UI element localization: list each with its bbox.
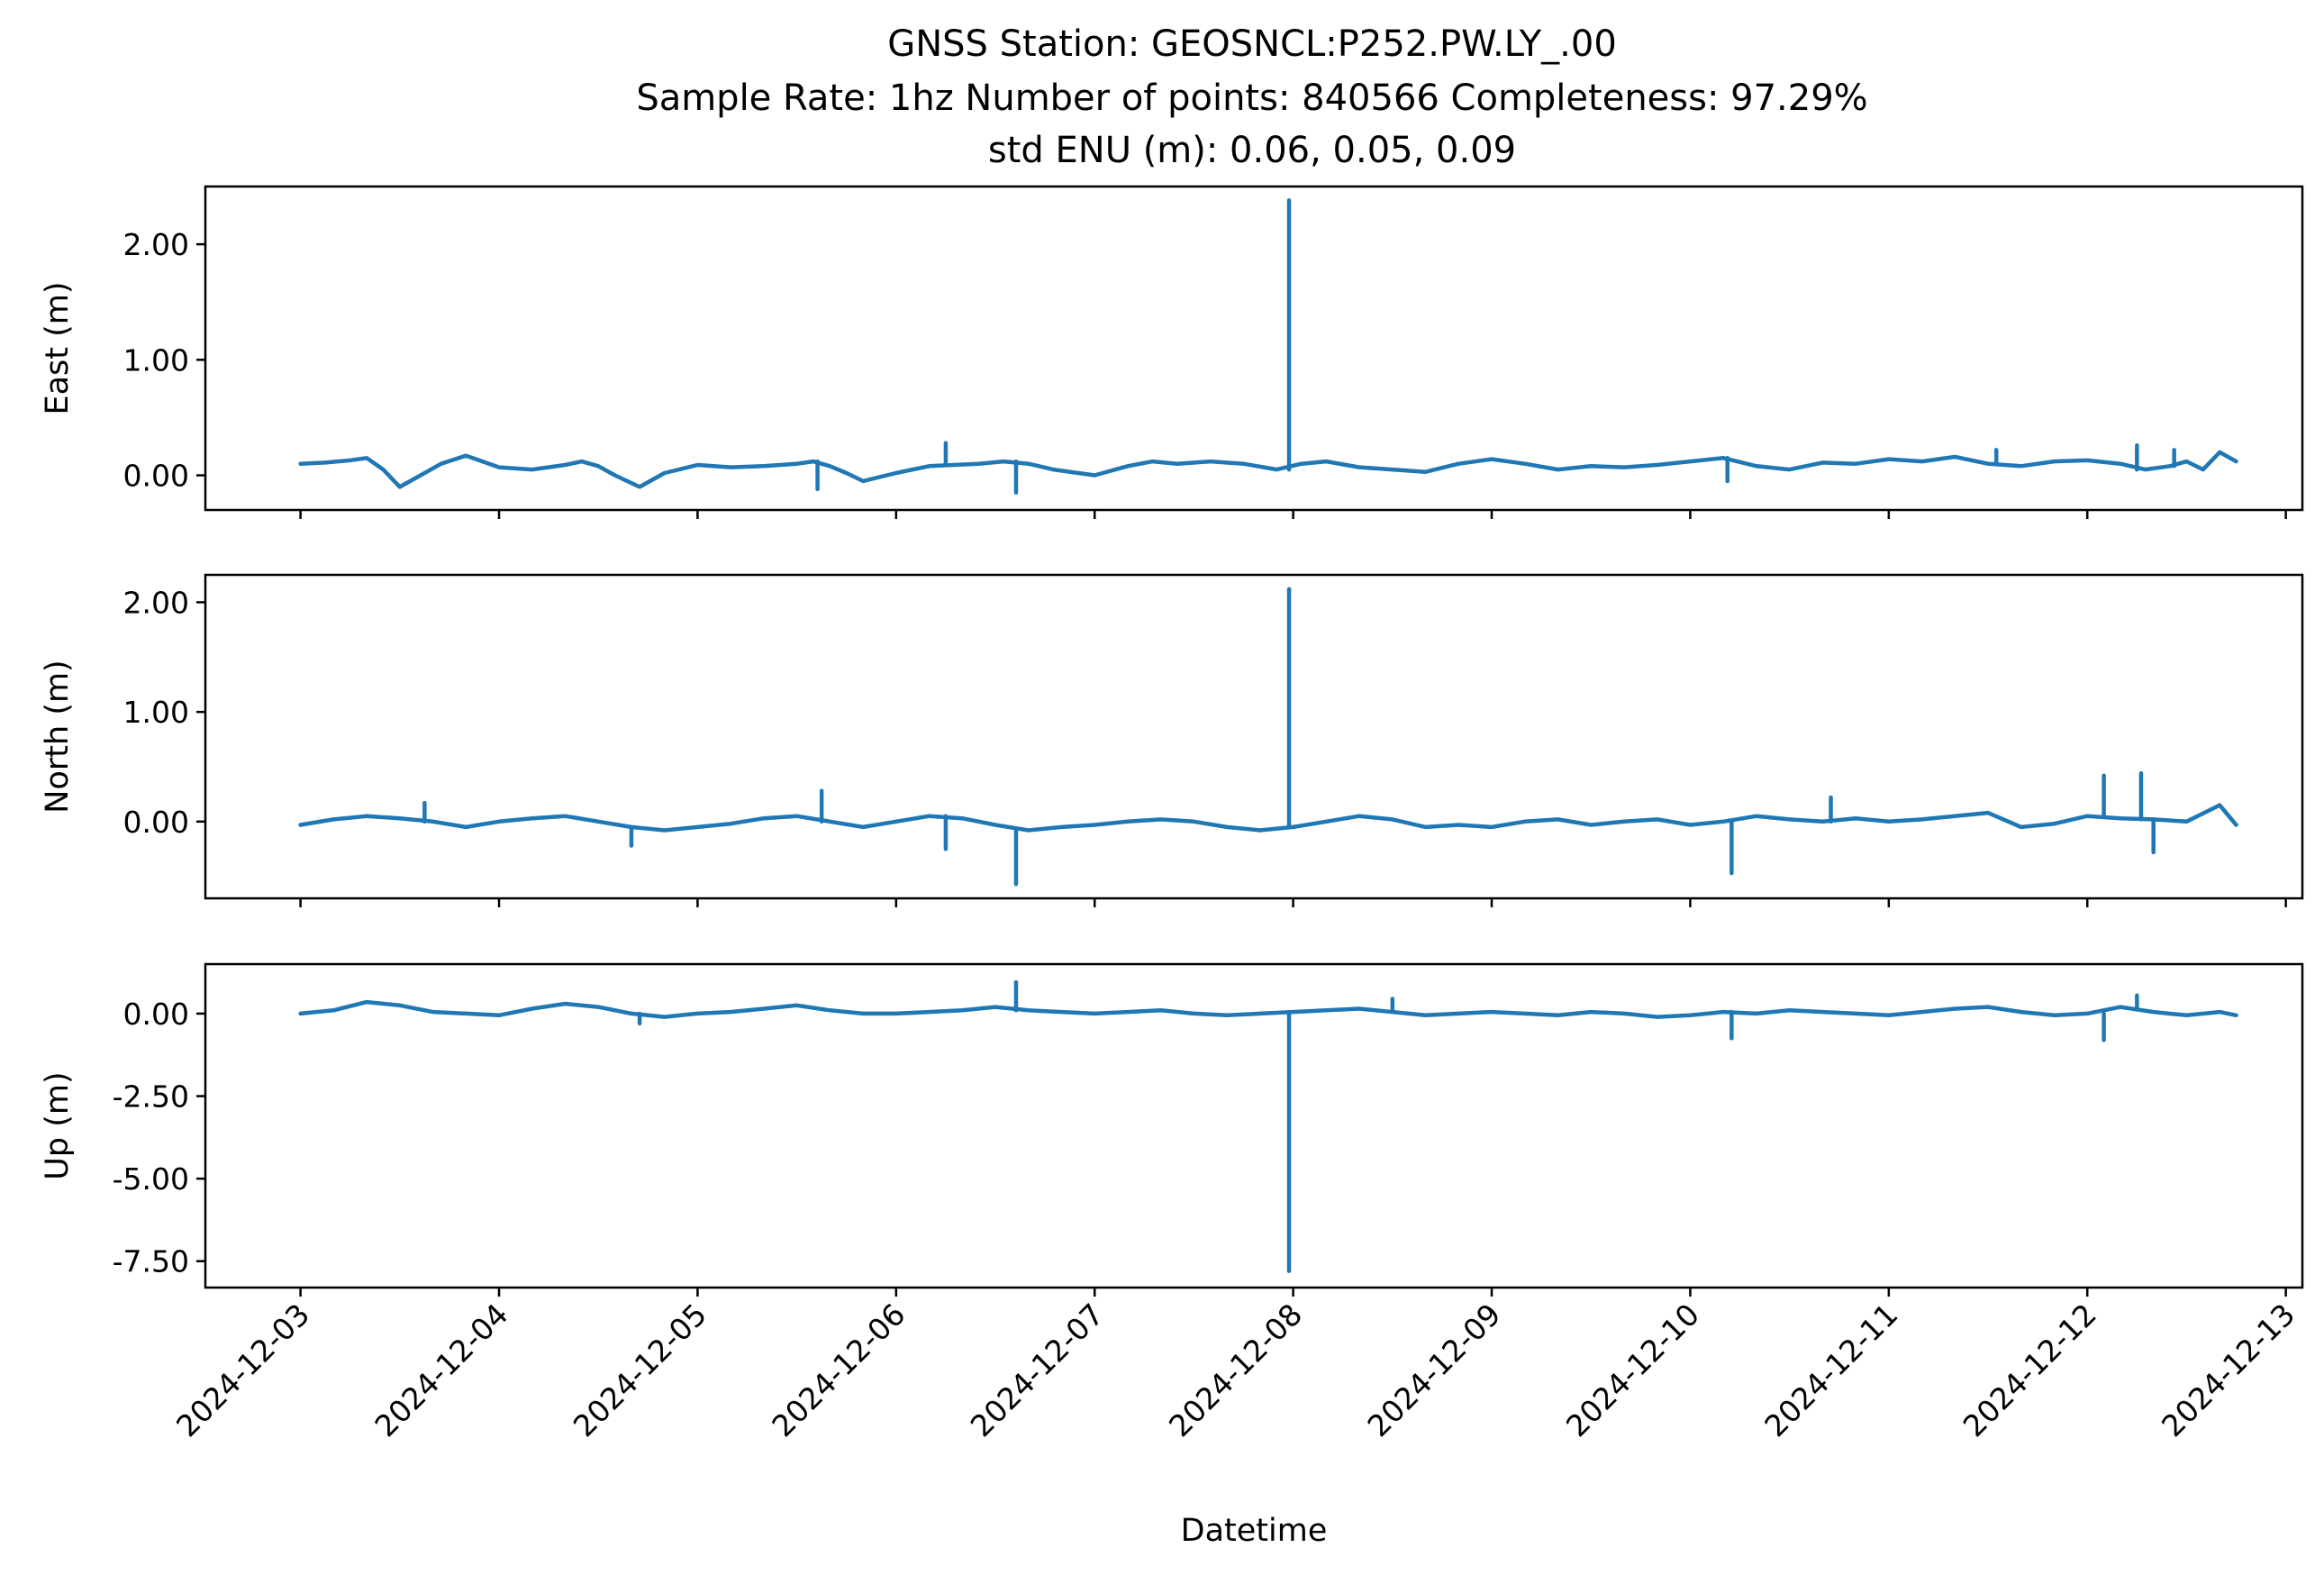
up-x-axis-label: Datetime (1181, 1513, 1328, 1549)
up-ytick-label: 0.00 (123, 997, 189, 1032)
east-ytick-label: 1.00 (123, 342, 189, 378)
figure-title: GNSS Station: GEOSNCL:P252.PW.LY_.00 Sam… (636, 23, 1867, 171)
title-line-2: Sample Rate: 1hz Number of points: 84056… (636, 77, 1867, 119)
east-y-axis-label: East (m) (40, 281, 76, 414)
up-ytick-label: -5.00 (113, 1161, 189, 1197)
title-line-1: GNSS Station: GEOSNCL:P252.PW.LY_.00 (887, 23, 1617, 65)
up-y-axis-label: Up (m) (40, 1071, 76, 1179)
east-panel: 0.00 1.00 2.00 East (m) (40, 185, 2304, 519)
north-ytick-label: 1.00 (123, 695, 189, 730)
north-axes-frame (204, 573, 2304, 900)
north-series-line (298, 803, 2238, 833)
up-axes-frame (204, 962, 2304, 1289)
title-line-3: std ENU (m): 0.06, 0.05, 0.09 (988, 130, 1516, 171)
north-ytick-label: 0.00 (123, 805, 189, 840)
east-ytick-label: 0.00 (123, 459, 189, 494)
east-series-line (298, 450, 2238, 489)
north-panel: 0.00 1.00 2.00 North (m) (40, 573, 2304, 907)
east-axes-frame (204, 185, 2304, 512)
up-ytick-label: -2.50 (113, 1079, 189, 1115)
up-series-line (298, 999, 2238, 1019)
up-ytick-label: -7.50 (113, 1244, 189, 1279)
north-y-axis-label: North (m) (40, 660, 76, 813)
north-ytick-label: 2.00 (123, 585, 189, 620)
east-ytick-label: 2.00 (123, 227, 189, 262)
